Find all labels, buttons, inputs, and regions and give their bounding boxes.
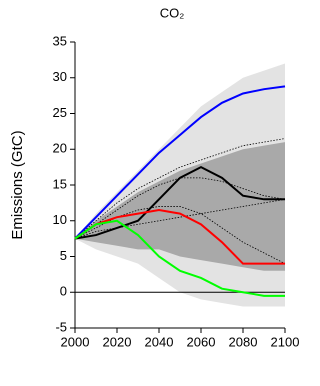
x-tick-label: 2100 [271,334,300,349]
series-line [74,166,285,240]
x-tick-label: 2020 [103,334,132,349]
y-tick-label: 5 [60,248,67,263]
series-line [74,209,285,265]
chart-title: CO₂ [160,5,185,20]
y-tick-label: 30 [53,69,67,84]
y-tick-label: 25 [53,105,67,120]
series-line [74,85,286,240]
dotted-line [74,138,286,239]
x-tick-label: 2060 [187,334,216,349]
y-tick-label: 35 [53,33,67,48]
y-tick-label: 20 [53,141,67,156]
dotted-line [74,206,286,265]
x-tick-label: 2040 [145,334,174,349]
x-tick-label: 2080 [229,334,258,349]
y-tick-label: 15 [53,176,67,191]
series-line [74,219,285,297]
y-tick-label: -5 [55,319,67,334]
dotted-line [74,198,286,240]
x-tick-label: 2000 [61,334,90,349]
y-axis-label: Emissions (GtC) [9,130,26,239]
dotted-line [74,177,286,239]
y-tick-label: 0 [60,284,67,299]
y-tick-label: 10 [53,212,67,227]
